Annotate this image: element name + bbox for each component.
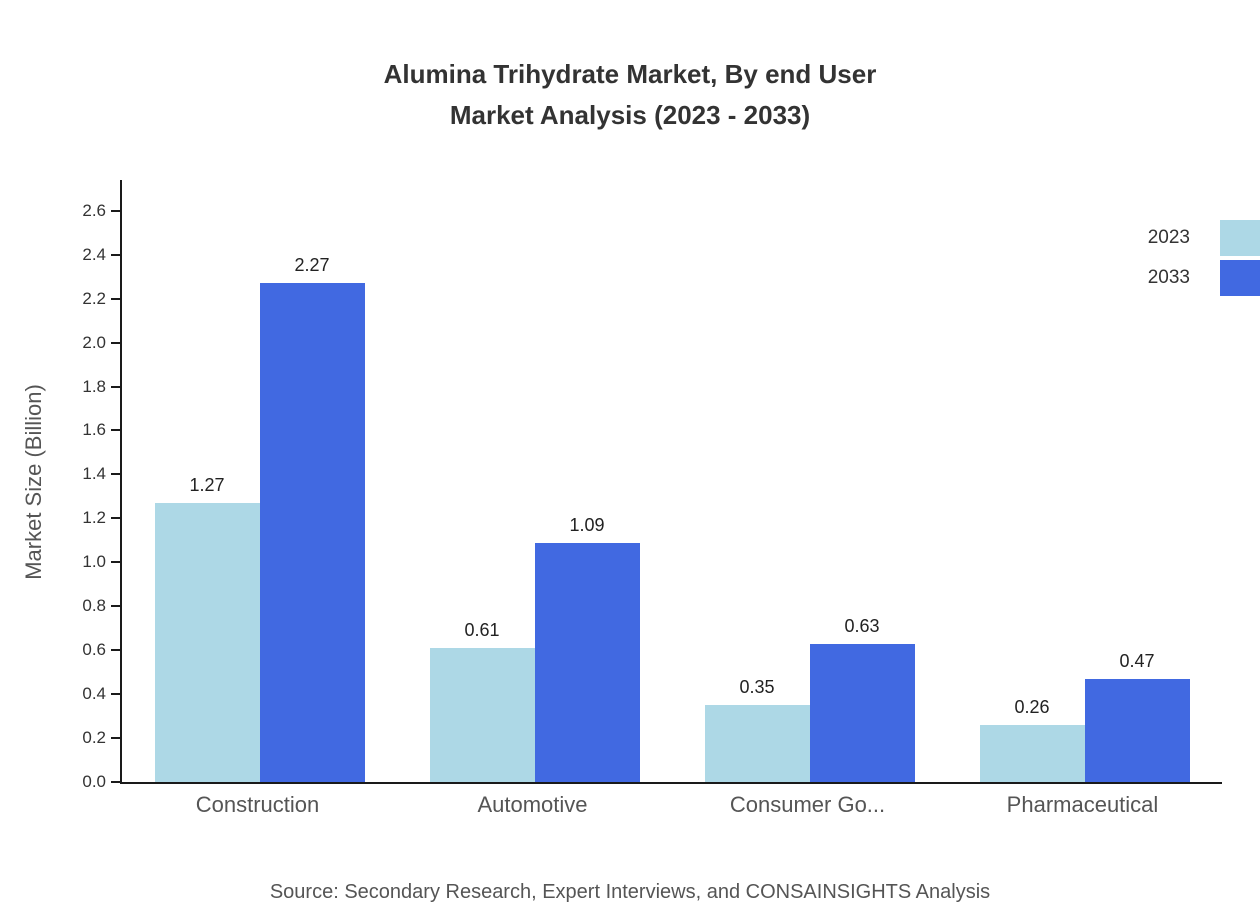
y-tick-label: 2.6 (82, 200, 106, 220)
y-tick-mark (111, 297, 120, 300)
legend-swatch (1220, 220, 1260, 256)
y-tick-mark (111, 385, 120, 388)
bar-2023 (154, 502, 260, 782)
bar-value-label: 0.26 (1014, 696, 1050, 717)
chart-title-line2: Market Analysis (2023 - 2033) (449, 100, 811, 130)
y-tick-mark (111, 781, 120, 783)
y-tick-label: 0.6 (82, 640, 106, 660)
x-category-labels: Construction Automotive Consumer Go... Phar… (120, 792, 1220, 818)
y-tick-label: 0.2 (82, 728, 106, 748)
bar-2023 (704, 705, 810, 782)
legend-swatch (1220, 260, 1260, 296)
legend-item-2023[interactable]: 2023 (1148, 218, 1260, 258)
y-tick-label: 0.8 (82, 596, 106, 616)
y-tick-label: 0.4 (82, 684, 106, 704)
legend-label: 2033 (1147, 267, 1190, 288)
bar-2033 (809, 643, 915, 782)
bar-column: 0.47 (1084, 650, 1190, 782)
bar-column: 0.26 (979, 696, 1085, 782)
bar-group: 0.61 1.09 (397, 180, 672, 782)
bar-value-label: 1.09 (569, 514, 605, 535)
y-tick-mark (111, 341, 120, 344)
x-category-label: Consumer Go... (729, 792, 886, 817)
y-tick-label: 2.4 (82, 244, 106, 264)
chart-title: Alumina Trihydrate Market, By end User M… (0, 54, 1260, 136)
bar-value-label: 0.63 (844, 615, 880, 636)
x-category-label: Automotive (477, 792, 588, 817)
y-tick-label: 2.0 (82, 332, 106, 352)
y-tick-label: 1.4 (82, 464, 106, 484)
bar-column: 2.27 (259, 255, 365, 782)
y-tick-mark (111, 209, 120, 212)
y-tick-mark (111, 429, 120, 432)
bar-2033 (1084, 678, 1190, 782)
y-tick-mark (111, 517, 120, 520)
bar-column: 0.61 (429, 619, 535, 782)
y-tick-label: 1.8 (82, 376, 106, 396)
y-tick-label: 1.2 (82, 508, 106, 528)
legend: 2023 2033 (1148, 218, 1260, 298)
y-tick-mark (111, 561, 120, 564)
plot-area: 0.0 0.2 0.4 0.6 0.8 1.0 1.2 1.4 1.6 1.8 2.0 2.2 2.4 2… (82, 180, 1222, 791)
bar-2023 (429, 647, 535, 782)
y-tick-label: 1.0 (82, 552, 106, 572)
y-tick-label: 0.0 (82, 772, 106, 791)
bar-column: 0.35 (704, 677, 810, 782)
y-axis-label: Market Size (Billion) (21, 384, 46, 580)
bar-2023 (979, 724, 1085, 782)
y-tick-mark (111, 693, 120, 696)
y-tick-mark (111, 649, 120, 652)
source-note: Source: Secondary Research, Expert Inter… (269, 881, 991, 903)
bar-group: 0.26 0.47 (947, 180, 1222, 782)
bar-group: 1.27 2.27 (122, 180, 397, 782)
y-tick-label: 1.6 (82, 420, 106, 440)
bar-column: 1.09 (534, 514, 640, 782)
y-tick-mark (111, 253, 120, 256)
bar-value-label: 1.27 (189, 474, 225, 495)
x-category-label: Construction (195, 792, 320, 817)
legend-item-2033[interactable]: 2033 (1148, 258, 1260, 298)
y-tick-mark (111, 473, 120, 476)
bar-value-label: 0.47 (1119, 650, 1155, 671)
bar-2033 (259, 283, 365, 782)
y-tick-label: 2.2 (82, 288, 106, 308)
bar-value-label: 2.27 (294, 255, 330, 276)
bar-2033 (534, 542, 640, 782)
bar-groups: 1.27 2.27 0.61 1.09 0.35 0.63 0.26 0.47 (122, 180, 1222, 782)
x-category-label: Pharmaceutical (1006, 792, 1159, 817)
legend-label: 2023 (1147, 227, 1190, 248)
bar-column: 0.63 (809, 615, 915, 782)
bar-group: 0.35 0.63 (672, 180, 947, 782)
chart-title-line1: Alumina Trihydrate Market, By end User (383, 59, 877, 89)
y-tick-mark (111, 605, 120, 608)
y-ticks: 0.0 0.2 0.4 0.6 0.8 1.0 1.2 1.4 1.6 1.8 2.0 2.2 2.4 2… (82, 180, 1222, 791)
bar-value-label: 0.61 (464, 619, 500, 640)
bar-column: 1.27 (154, 474, 260, 782)
y-tick-mark (111, 737, 120, 740)
bar-value-label: 0.35 (739, 677, 775, 698)
